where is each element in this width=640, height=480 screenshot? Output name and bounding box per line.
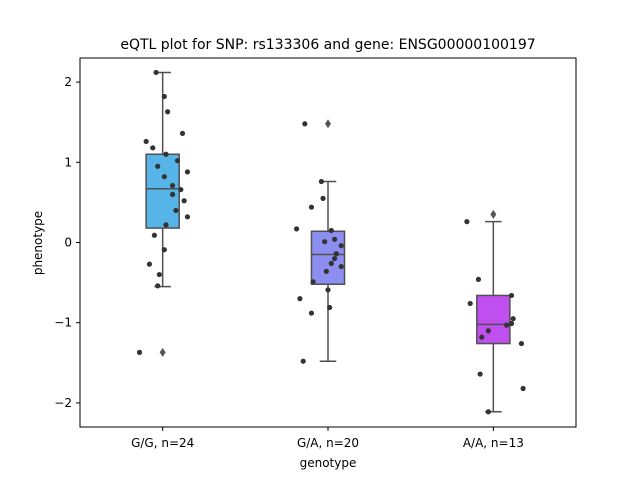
y-tick-label: 1 bbox=[64, 155, 72, 169]
data-point bbox=[178, 186, 184, 193]
outlier-marker bbox=[490, 209, 497, 219]
data-point bbox=[302, 121, 308, 127]
box-group bbox=[293, 119, 346, 364]
data-point bbox=[325, 287, 331, 293]
data-point bbox=[508, 292, 515, 299]
data-point bbox=[155, 283, 161, 289]
data-point bbox=[174, 158, 181, 164]
data-point bbox=[169, 182, 176, 189]
data-point bbox=[300, 358, 306, 364]
data-point bbox=[173, 207, 179, 214]
y-tick-label: 0 bbox=[64, 236, 72, 250]
data-point bbox=[322, 239, 328, 245]
data-point bbox=[165, 109, 171, 115]
data-point bbox=[503, 322, 510, 328]
data-point bbox=[153, 69, 159, 76]
data-point bbox=[485, 409, 491, 415]
data-point bbox=[155, 163, 161, 169]
data-point bbox=[161, 247, 167, 253]
data-point bbox=[323, 268, 329, 274]
data-point bbox=[475, 276, 482, 282]
data-point bbox=[520, 385, 526, 392]
x-tick-label: G/A, n=20 bbox=[297, 436, 359, 450]
data-point bbox=[161, 93, 167, 100]
data-point bbox=[328, 227, 334, 234]
data-point bbox=[136, 349, 143, 355]
data-point bbox=[163, 151, 169, 157]
data-point bbox=[163, 222, 169, 228]
outlier-marker bbox=[325, 119, 331, 129]
x-tick-label: G/G, n=24 bbox=[131, 436, 194, 450]
box bbox=[145, 153, 180, 229]
box-group bbox=[464, 209, 526, 415]
y-tick-label: 2 bbox=[64, 75, 72, 89]
data-point bbox=[146, 261, 153, 267]
data-point bbox=[327, 304, 333, 311]
data-point bbox=[328, 260, 334, 266]
data-point bbox=[179, 130, 186, 137]
y-tick-label: −2 bbox=[54, 396, 72, 410]
data-point bbox=[150, 145, 156, 151]
data-point bbox=[308, 204, 315, 210]
data-point bbox=[467, 300, 473, 307]
outlier-marker bbox=[159, 347, 166, 357]
data-point bbox=[518, 340, 525, 347]
plot-area bbox=[136, 69, 526, 415]
data-point bbox=[161, 174, 167, 180]
data-point bbox=[318, 178, 324, 185]
data-point bbox=[332, 236, 338, 242]
box bbox=[310, 230, 346, 285]
data-point bbox=[156, 271, 162, 278]
data-point bbox=[333, 251, 339, 257]
y-axis-label: phenotype bbox=[31, 211, 45, 275]
data-point bbox=[332, 255, 338, 262]
data-point bbox=[338, 243, 344, 249]
x-tick-label: A/A, n=13 bbox=[463, 436, 524, 450]
box-group bbox=[136, 69, 191, 357]
data-point bbox=[477, 371, 483, 377]
data-point bbox=[184, 169, 191, 175]
y-axis: −2 −1 0 1 2 bbox=[54, 75, 80, 410]
y-tick-label: −1 bbox=[54, 316, 72, 330]
x-axis-label: genotype bbox=[300, 456, 357, 470]
data-point bbox=[464, 219, 470, 225]
data-point bbox=[184, 214, 191, 220]
data-point bbox=[320, 195, 326, 201]
data-point bbox=[297, 296, 303, 302]
data-point bbox=[508, 320, 515, 327]
data-point bbox=[143, 138, 149, 145]
data-point bbox=[308, 310, 315, 316]
data-point bbox=[169, 191, 176, 197]
chart-title: eQTL plot for SNP: rs133306 and gene: EN… bbox=[120, 37, 535, 53]
data-point bbox=[479, 334, 485, 340]
data-point bbox=[338, 263, 344, 270]
data-point bbox=[181, 198, 187, 204]
data-point bbox=[151, 232, 157, 238]
x-axis: G/G, n=24 G/A, n=20 A/A, n=13 bbox=[131, 427, 524, 450]
data-point bbox=[485, 328, 491, 334]
data-point bbox=[510, 316, 516, 322]
data-point bbox=[293, 226, 300, 232]
data-point bbox=[310, 279, 316, 285]
